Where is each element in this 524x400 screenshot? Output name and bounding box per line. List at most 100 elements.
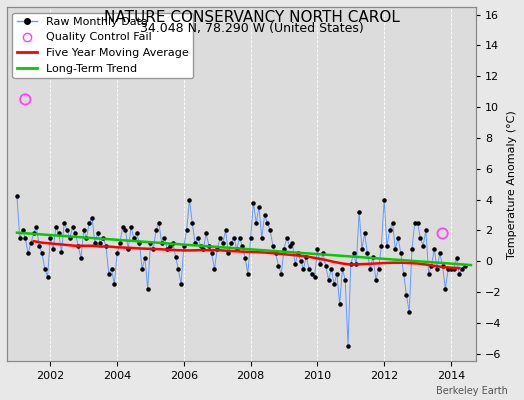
Point (49, 246, 57, 252)
Point (91, 240, 99, 246)
Point (430, 246, 439, 252)
Point (380, 196, 388, 203)
Point (35, 242, 43, 249)
Point (330, 281, 339, 288)
Point (52, 224, 60, 230)
Point (274, 263, 282, 269)
Point (258, 235, 266, 241)
Point (263, 220, 271, 226)
Point (208, 250, 216, 257)
Y-axis label: Temperature Anomaly (°C): Temperature Anomaly (°C) (507, 110, 517, 258)
Point (230, 235, 238, 241)
Point (219, 240, 227, 246)
Point (235, 235, 244, 241)
Point (82, 235, 91, 241)
Point (116, 240, 124, 246)
Point (413, 220, 422, 226)
Point (13, 193, 21, 200)
Point (433, 266, 441, 272)
Point (266, 227, 274, 234)
Point (299, 266, 308, 272)
Point (185, 196, 194, 203)
Point (308, 270, 316, 277)
Point (402, 292, 411, 298)
Point (32, 224, 41, 230)
Point (346, 261, 355, 268)
Point (182, 227, 191, 234)
Point (174, 266, 182, 272)
Point (439, 263, 447, 269)
Point (133, 230, 141, 237)
Point (363, 250, 372, 257)
Point (171, 253, 180, 260)
Point (191, 240, 199, 246)
Point (377, 242, 386, 249)
Point (391, 246, 399, 252)
Point (361, 230, 369, 237)
Point (394, 235, 402, 241)
Point (74, 242, 82, 249)
Point (43, 273, 52, 280)
Point (397, 250, 405, 257)
Point (305, 266, 313, 272)
Point (105, 270, 113, 277)
Point (121, 227, 129, 234)
Point (129, 235, 138, 241)
Point (66, 235, 74, 241)
Point (113, 250, 121, 257)
Point (88, 215, 96, 221)
Point (327, 266, 335, 272)
Point (102, 242, 110, 249)
Point (350, 250, 358, 257)
Point (419, 242, 427, 249)
Point (107, 266, 116, 272)
Point (405, 309, 413, 315)
Point (383, 242, 391, 249)
Point (424, 270, 433, 277)
Point (291, 261, 299, 268)
Point (57, 249, 66, 255)
Text: Berkeley Earth: Berkeley Earth (436, 386, 508, 396)
Point (80, 227, 88, 234)
Point (341, 276, 350, 283)
Point (439, 230, 447, 237)
Point (85, 220, 93, 226)
Point (444, 266, 452, 272)
Point (269, 242, 277, 249)
Point (155, 220, 163, 226)
Point (69, 224, 77, 230)
Point (313, 246, 322, 252)
Point (372, 276, 380, 283)
Point (141, 255, 149, 261)
Point (335, 301, 344, 308)
Point (46, 235, 54, 241)
Point (18, 227, 27, 234)
Point (352, 261, 361, 268)
Point (452, 255, 461, 261)
Point (416, 235, 424, 241)
Point (333, 270, 341, 277)
Point (127, 224, 135, 230)
Point (355, 209, 363, 215)
Point (441, 286, 450, 292)
Point (77, 255, 85, 261)
Point (386, 227, 394, 234)
Point (213, 246, 222, 252)
Point (16, 235, 24, 241)
Point (249, 200, 258, 206)
Point (144, 286, 152, 292)
Point (252, 220, 260, 226)
Point (316, 261, 324, 268)
Point (93, 230, 102, 237)
Text: NATURE CONSERVANCY NORTH CAROL: NATURE CONSERVANCY NORTH CAROL (104, 10, 399, 25)
Point (427, 263, 435, 269)
Point (135, 240, 144, 246)
Point (163, 246, 171, 252)
Point (450, 266, 458, 272)
Point (157, 240, 166, 246)
Point (199, 246, 208, 252)
Point (160, 235, 169, 241)
Point (233, 246, 241, 252)
Text: 34.048 N, 78.290 W (United States): 34.048 N, 78.290 W (United States) (139, 22, 364, 35)
Point (246, 235, 255, 241)
